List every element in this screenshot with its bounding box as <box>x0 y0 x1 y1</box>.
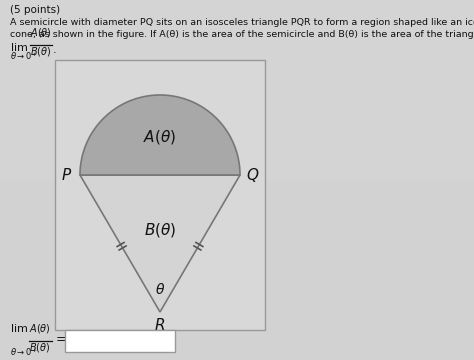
Text: (5 points): (5 points) <box>10 5 60 15</box>
Text: $B(\theta)$: $B(\theta)$ <box>30 45 52 58</box>
Text: $Q$: $Q$ <box>246 166 259 184</box>
Bar <box>55 60 265 330</box>
Text: $B(\theta)$: $B(\theta)$ <box>144 221 176 239</box>
Bar <box>0 0 474 180</box>
Bar <box>65 330 175 352</box>
Text: $R$: $R$ <box>155 317 165 333</box>
Text: $\theta \to 0^+$: $\theta \to 0^+$ <box>10 50 38 62</box>
Text: $\mathrm{lim}$: $\mathrm{lim}$ <box>10 322 28 334</box>
Polygon shape <box>80 175 240 312</box>
Text: cone, as shown in the figure. If A(θ) is the area of the semicircle and B(θ) is : cone, as shown in the figure. If A(θ) is… <box>10 30 474 39</box>
Polygon shape <box>80 95 240 175</box>
Text: $A(\theta)$: $A(\theta)$ <box>30 26 52 39</box>
Text: $B(\theta)$: $B(\theta)$ <box>29 341 51 354</box>
Text: $\mathrm{lim}$: $\mathrm{lim}$ <box>10 41 28 53</box>
Text: =: = <box>56 333 67 346</box>
Text: $A(\theta)$: $A(\theta)$ <box>29 322 51 335</box>
Text: .: . <box>53 45 56 55</box>
Text: A semicircle with diameter PQ sits on an isosceles triangle PQR to form a region: A semicircle with diameter PQ sits on an… <box>10 18 474 27</box>
Text: $\theta$: $\theta$ <box>155 283 165 297</box>
Text: $P$: $P$ <box>61 167 72 183</box>
Text: $\theta \to 0^+$: $\theta \to 0^+$ <box>10 346 38 358</box>
Text: $A(\theta)$: $A(\theta)$ <box>144 127 176 145</box>
